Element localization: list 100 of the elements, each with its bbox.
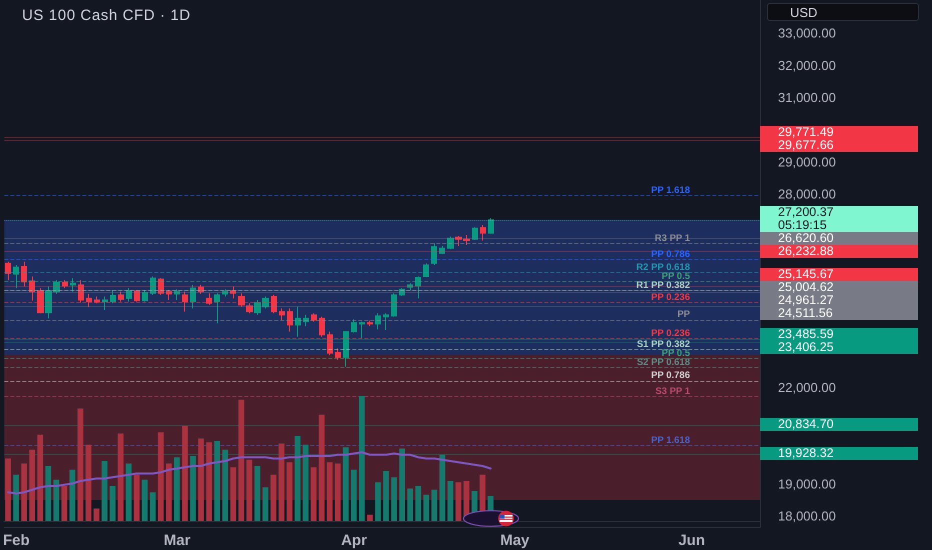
ref-line-label: PP [677, 309, 690, 320]
candlestick [13, 264, 19, 289]
candlestick [246, 302, 253, 314]
bar [142, 480, 148, 521]
candlestick [174, 288, 180, 301]
ref-line-label: S3 PP 1 [655, 386, 690, 398]
candlestick [327, 331, 333, 356]
ref-line-label: R3 PP 1 [654, 232, 690, 244]
bar [102, 461, 108, 521]
bar [447, 481, 454, 521]
bar [206, 442, 212, 521]
candlestick [214, 292, 220, 324]
ref-line-label: 25,004.62 [760, 280, 918, 294]
y-tick-label: 19,000.00 [778, 476, 836, 492]
candlestick [5, 261, 11, 281]
candlestick [94, 296, 100, 304]
ref-line-label: 24,511.56 [760, 306, 918, 320]
ref-line-label: 29,677.66 [760, 138, 918, 152]
candlestick [407, 282, 413, 291]
candlestick [287, 308, 293, 332]
candlestick [423, 262, 429, 278]
bar [439, 454, 446, 521]
bar [334, 464, 341, 521]
candlestick [383, 312, 389, 330]
bar [310, 467, 317, 521]
ref-line-label: 24,961.27 [760, 292, 918, 307]
bar [198, 438, 204, 521]
candlestick [78, 280, 84, 304]
bar [238, 400, 244, 521]
bar [302, 444, 308, 521]
x-tick-label: Feb [2, 532, 30, 549]
candlestick [238, 292, 245, 308]
ref-line-label: PP 1.618 [651, 435, 690, 446]
bar [230, 467, 236, 521]
candlestick [488, 218, 494, 234]
bar [29, 450, 36, 521]
bar [174, 457, 180, 521]
candlestick [102, 296, 108, 311]
candlestick [198, 284, 204, 294]
candlestick [279, 308, 285, 320]
bar [367, 514, 373, 521]
bar [158, 432, 164, 521]
bar [21, 464, 27, 521]
candlestick [222, 288, 228, 297]
ref-line-label: 19,928.32 [760, 446, 918, 460]
y-tick-label: 28,000.00 [778, 186, 836, 202]
bar [383, 471, 389, 521]
candlestick [182, 291, 188, 312]
text: US 100 Cash CFD · 1D [22, 7, 191, 24]
bar [45, 466, 52, 521]
bar [286, 462, 292, 521]
ref-line-label: PP 0.5 [662, 270, 690, 282]
text: 05:19:15 [760, 218, 918, 232]
bar [278, 444, 284, 521]
bar [5, 458, 11, 521]
candlestick [399, 288, 405, 296]
ref-line-label: S1 PP 0.382 [636, 338, 690, 350]
x-tick-label: May [500, 532, 530, 549]
bar [166, 464, 172, 521]
bar [318, 414, 325, 521]
ref-line-label: 25,145.67 [760, 266, 918, 281]
y-tick-label: 33,000.00 [778, 26, 836, 41]
candlestick [431, 242, 437, 266]
bar [134, 474, 140, 521]
bar [423, 494, 430, 521]
ref-line-label: 20,834.70 [760, 417, 918, 432]
ref-line-label: S2 PP 0.618 [636, 356, 690, 368]
bar [391, 477, 397, 521]
bar [246, 460, 252, 521]
bar [126, 464, 132, 521]
candlestick [351, 318, 357, 334]
bar [190, 456, 196, 521]
bar [78, 408, 84, 521]
candlestick [391, 292, 397, 318]
candlestick [439, 245, 445, 255]
candlestick [295, 306, 301, 338]
candlestick [118, 291, 124, 302]
bar [415, 486, 422, 521]
candlestick [311, 312, 317, 322]
candlestick [367, 320, 373, 327]
text: USD [767, 3, 919, 21]
candlestick [86, 293, 92, 308]
candlestick [335, 348, 341, 360]
bar [69, 470, 76, 521]
candlestick [271, 294, 277, 314]
y-tick-label: 32,000.00 [778, 58, 836, 73]
bar [399, 448, 405, 521]
bar [254, 466, 260, 521]
ref-line-label: 27,200.37 [760, 205, 918, 220]
ref-line-label: 26,232.88 [760, 244, 918, 258]
ref-line-label: 23,485.59 [760, 326, 918, 341]
candlestick [126, 288, 132, 302]
candlestick [21, 261, 27, 288]
ref-line-label: R2 PP 0.618 [636, 262, 690, 273]
candlestick [319, 316, 325, 338]
candlestick [415, 276, 421, 299]
candlestick [190, 284, 196, 309]
bar [431, 490, 438, 521]
bar [407, 488, 414, 521]
candlestick [37, 288, 44, 314]
